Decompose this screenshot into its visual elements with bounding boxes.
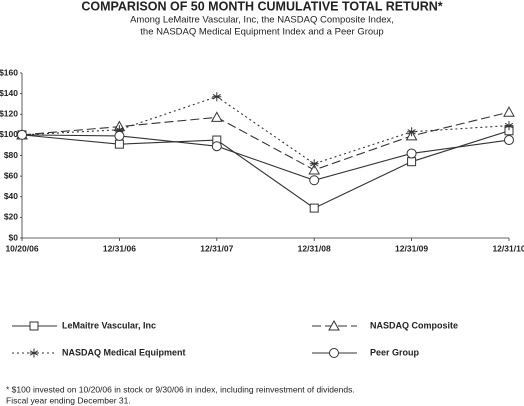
footnote: * $100 invested on 10/20/06 in stock or … — [6, 384, 355, 394]
marker — [114, 130, 125, 141]
y-tick-label: $100 — [0, 129, 18, 139]
y-tick-label: $140 — [0, 88, 18, 98]
marker — [308, 163, 321, 175]
y-tick-label: $80 — [4, 150, 18, 160]
x-tick-label: 12/31/10 — [492, 243, 524, 253]
legend-marker — [329, 348, 339, 358]
series-line — [21, 96, 510, 165]
y-tick-label: $60 — [4, 170, 18, 180]
legend-label: LeMaitre Vascular, Inc — [62, 320, 156, 330]
marker — [309, 159, 319, 169]
series-line — [21, 130, 510, 209]
legend-label: NASDAQ Medical Equipment — [62, 347, 186, 357]
marker — [504, 135, 514, 146]
y-tick-label: $0 — [9, 232, 19, 242]
marker — [309, 175, 320, 186]
legend-marker — [29, 321, 39, 331]
x-tick-label: 12/31/09 — [395, 243, 428, 253]
series-line — [21, 134, 510, 181]
x-tick-label: 10/20/06 — [5, 243, 38, 253]
y-tick-label: $20 — [4, 212, 18, 222]
marker — [407, 127, 417, 137]
chart-subtitle: the NASDAQ Medical Equipment Index and a… — [140, 27, 383, 38]
marker — [212, 92, 222, 102]
legend-marker — [328, 319, 340, 331]
marker — [504, 121, 514, 131]
legend-label: Peer Group — [370, 347, 420, 357]
legend-marker — [29, 348, 39, 358]
legend-label: NASDAQ Composite — [370, 320, 458, 330]
chart-title: COMPARISON OF 50 MONTH CUMULATIVE TOTAL … — [81, 0, 442, 13]
x-tick-label: 12/31/08 — [298, 243, 331, 253]
marker — [407, 157, 417, 167]
marker — [114, 139, 124, 149]
marker — [503, 106, 515, 117]
marker — [114, 125, 124, 135]
y-tick-label: $120 — [0, 109, 18, 119]
x-tick-label: 12/31/06 — [103, 243, 136, 253]
series-line — [21, 111, 510, 171]
x-tick-label: 12/31/07 — [200, 243, 233, 253]
footnote: Fiscal year ending December 31. — [6, 395, 131, 405]
chart-subtitle: Among LeMaitre Vascular, Inc, the NASDAQ… — [130, 15, 394, 26]
y-tick-label: $160 — [0, 67, 18, 77]
marker — [210, 111, 223, 122]
marker — [211, 141, 222, 152]
y-tick-label: $40 — [4, 191, 18, 201]
marker — [17, 129, 27, 140]
marker — [309, 203, 319, 213]
marker — [406, 148, 417, 159]
